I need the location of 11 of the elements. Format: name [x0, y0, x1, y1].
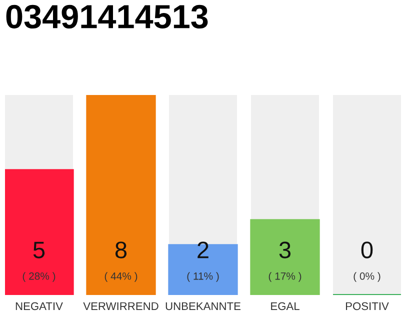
x-tick-label: NEGATIV [16, 302, 63, 310]
chart-title: 03491414513 [6, 4, 208, 29]
data-label: 8 ( 44% ) [104, 242, 138, 282]
x-tick-label: EGAL [271, 302, 300, 310]
x-tick-label: POSITIV [346, 302, 389, 310]
data-label: 2 ( 11% ) [187, 242, 219, 282]
data-label: 3 ( 17% ) [268, 242, 302, 282]
data-label: 5 ( 28% ) [22, 242, 56, 282]
x-tick-label: VERWIRREND [83, 302, 158, 310]
data-label: 0 ( 0% ) [354, 242, 380, 282]
x-tick-label: UNBEKANNTE [166, 302, 240, 310]
